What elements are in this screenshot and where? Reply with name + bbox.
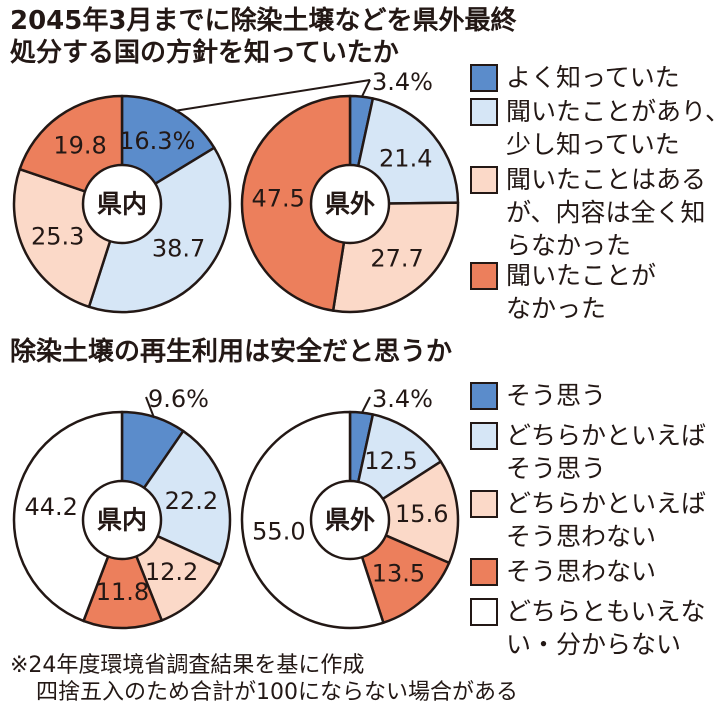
legend-swatch	[470, 166, 498, 194]
legend-swatch	[470, 490, 498, 518]
legend-swatch	[470, 598, 498, 626]
legend-label: らなかった	[506, 231, 632, 260]
slice-label: 47.5	[252, 184, 305, 212]
pie-chart-q2-kennai: 9.6% 22.2 12.211.8 44.2 県内	[12, 385, 232, 630]
legend-swatch	[470, 98, 498, 126]
center-label: 県外	[325, 190, 375, 219]
question1-title-line1: 2045年3月までに除染土壌などを県外最終	[10, 6, 517, 36]
slice-label: 25.3	[31, 222, 84, 250]
legend-label: なかった	[506, 294, 607, 323]
leader-line	[360, 396, 371, 415]
pie-chart-q2-kengai: 3.4% 12.5 15.6 13.5 55.0 県外	[240, 385, 460, 630]
legend-label: 聞いたことがあり、	[506, 97, 720, 126]
legend-swatch	[470, 262, 498, 290]
slice-label: 16.3%	[119, 127, 195, 155]
question1-title-line2: 処分する国の方針を知っていたか	[10, 38, 399, 68]
legend-label: 聞いたことが	[506, 261, 657, 290]
slice-label: 9.6%	[148, 385, 209, 413]
slice-label: 12.2	[145, 558, 198, 586]
center-label: 県外	[325, 506, 375, 535]
source-note: ※24年度環境省調査結果を基に作成	[10, 653, 365, 678]
pie-slice-5	[12, 410, 124, 623]
slice-label: 19.8	[53, 131, 106, 159]
pie-chart-q1-kengai: 3.4% 21.4 27.7 47.5 県外	[240, 68, 460, 314]
legend-label: い・分からない	[506, 630, 682, 659]
pie-slice-4	[82, 518, 164, 630]
rounding-note: 四捨五入のため合計が100にならない場合がある	[36, 680, 518, 705]
legend-label: そう思わない	[506, 557, 657, 586]
slice-label: 38.7	[152, 235, 205, 263]
leader-line	[360, 79, 371, 99]
legend-label: どちらかといえば	[506, 489, 707, 518]
slice-label: 3.4%	[372, 385, 433, 413]
legend-label: そう思う	[506, 381, 607, 410]
legend-label: よく知っていた	[506, 63, 680, 92]
slice-label: 44.2	[24, 493, 77, 521]
legend-label: どちらともいえな	[506, 597, 706, 626]
pie-slice-2	[87, 146, 232, 314]
legend-label: そう思わない	[506, 522, 657, 551]
center-label: 県内	[97, 506, 147, 535]
slice-label: 15.6	[395, 500, 448, 528]
slice-label: 11.8	[96, 578, 149, 606]
pie-slice-4	[240, 94, 352, 312]
legend-swatch	[470, 382, 498, 410]
slice-label: 27.7	[370, 244, 423, 272]
leader-line	[174, 79, 371, 112]
pie-slice-3	[348, 460, 460, 565]
legend-swatch	[470, 64, 498, 92]
center-hole	[309, 163, 391, 245]
legend-label: 少し知っていた	[506, 130, 680, 159]
slice-label: 55.0	[252, 517, 305, 545]
question2-title: 除染土壌の再生利用は安全だと思うか	[10, 337, 453, 367]
center-hole	[81, 479, 163, 561]
center-hole	[309, 479, 391, 561]
leader-line	[145, 396, 156, 419]
slice-label: 3.4%	[372, 68, 433, 96]
legend-label: が、内容は全く知	[506, 198, 706, 227]
center-hole	[81, 163, 163, 245]
slice-label: 21.4	[379, 144, 432, 172]
legend-label: 聞いたことはある	[506, 165, 707, 194]
slice-label: 13.5	[372, 559, 425, 587]
legend-label: そう思う	[506, 454, 607, 483]
slice-label: 12.5	[364, 447, 417, 475]
legend-swatch	[470, 422, 498, 450]
pie-chart-q1-kennai: 16.3% 38.7 25.3 19.8 県内	[12, 79, 371, 314]
legend-label: どちらかといえば	[506, 421, 707, 450]
center-label: 県内	[97, 190, 147, 219]
legend-swatch	[470, 558, 498, 586]
slice-label: 22.2	[165, 487, 218, 515]
